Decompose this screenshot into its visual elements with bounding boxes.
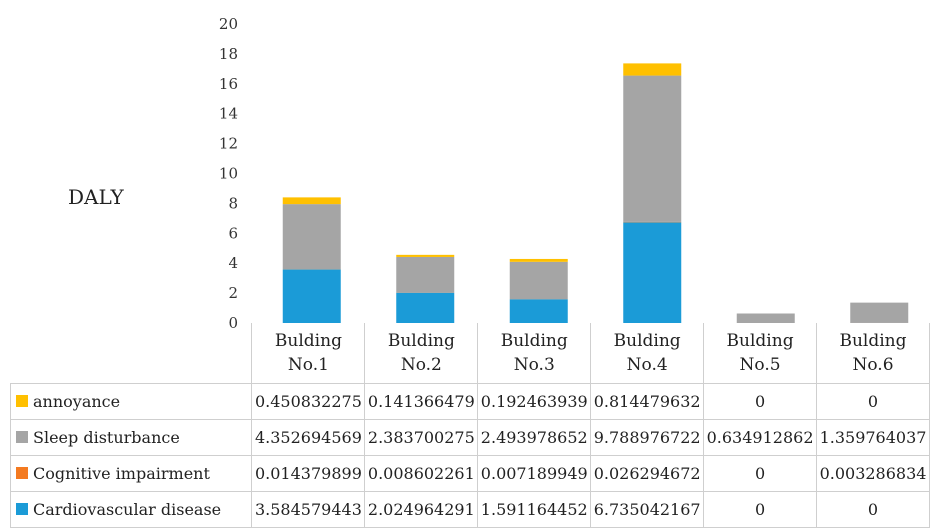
table-corner (11, 323, 252, 384)
y-tick-label: 18 (219, 45, 238, 63)
data-label: 0.003286834 (817, 456, 930, 492)
legend-swatch (16, 395, 28, 407)
data-label: 0.141366479 (365, 384, 478, 420)
y-tick-label: 20 (219, 15, 238, 33)
legend-entry: Sleep disturbance (11, 420, 252, 456)
data-label: 1.359764037 (817, 420, 930, 456)
legend-entry: Cardiovascular disease (11, 492, 252, 528)
y-tick-label: 8 (228, 194, 238, 212)
bar-segment-annoyance (510, 259, 568, 262)
data-label: 2.493978652 (478, 420, 591, 456)
data-label: 0.007189949 (478, 456, 591, 492)
legend-label: annoyance (33, 392, 120, 411)
y-tick-label: 2 (228, 284, 238, 302)
data-label: 0 (704, 492, 817, 528)
legend-entry: annoyance (11, 384, 252, 420)
legend-swatch (16, 503, 28, 515)
bar-segment-annoyance (283, 197, 341, 204)
legend-swatch (16, 431, 28, 443)
data-label: 3.584579443 (252, 492, 365, 528)
y-tick-label: 16 (219, 75, 238, 93)
data-label: 1.591164452 (478, 492, 591, 528)
data-label: 0.634912862 (704, 420, 817, 456)
y-tick-label: 4 (228, 254, 238, 272)
bar-segment-sleep-disturbance (283, 204, 341, 269)
data-label: 0.008602261 (365, 456, 478, 492)
bar-segment-cardiovascular-disease (283, 269, 341, 323)
bar-segment-sleep-disturbance (396, 257, 454, 293)
legend-entry: Cognitive impairment (11, 456, 252, 492)
bar-segment-annoyance (623, 63, 681, 75)
data-label: 0 (817, 384, 930, 420)
legend-label: Cardiovascular disease (33, 500, 221, 519)
y-tick-label: 10 (219, 165, 238, 183)
data-label: 4.352694569 (252, 420, 365, 456)
bar-segment-sleep-disturbance (510, 262, 568, 299)
data-label: 2.383700275 (365, 420, 478, 456)
bar-segment-sleep-disturbance (850, 303, 908, 323)
data-label: 0.026294672 (591, 456, 704, 492)
legend-label: Cognitive impairment (33, 464, 210, 483)
bar-segment-sleep-disturbance (623, 76, 681, 222)
y-tick-label: 14 (219, 105, 238, 123)
y-tick-label: 12 (219, 135, 238, 153)
bar-segment-cardiovascular-disease (623, 222, 681, 323)
data-label: 0 (704, 456, 817, 492)
data-label: 2.024964291 (365, 492, 478, 528)
bar-segment-annoyance (396, 255, 454, 257)
bar-segment-sleep-disturbance (737, 314, 795, 323)
data-label: 6.735042167 (591, 492, 704, 528)
data-label: 0.192463939 (478, 384, 591, 420)
legend-swatch (16, 467, 28, 479)
data-label: 0.014379899 (252, 456, 365, 492)
legend-label: Sleep disturbance (33, 428, 180, 447)
data-label: 0.450832275 (252, 384, 365, 420)
data-label: 0 (817, 492, 930, 528)
bar-segment-cardiovascular-disease (510, 299, 568, 323)
y-tick-label: 6 (228, 224, 238, 242)
data-label: 0 (704, 384, 817, 420)
data-label: 9.788976722 (591, 420, 704, 456)
data-label: 0.814479632 (591, 384, 704, 420)
bar-segment-cardiovascular-disease (396, 293, 454, 323)
